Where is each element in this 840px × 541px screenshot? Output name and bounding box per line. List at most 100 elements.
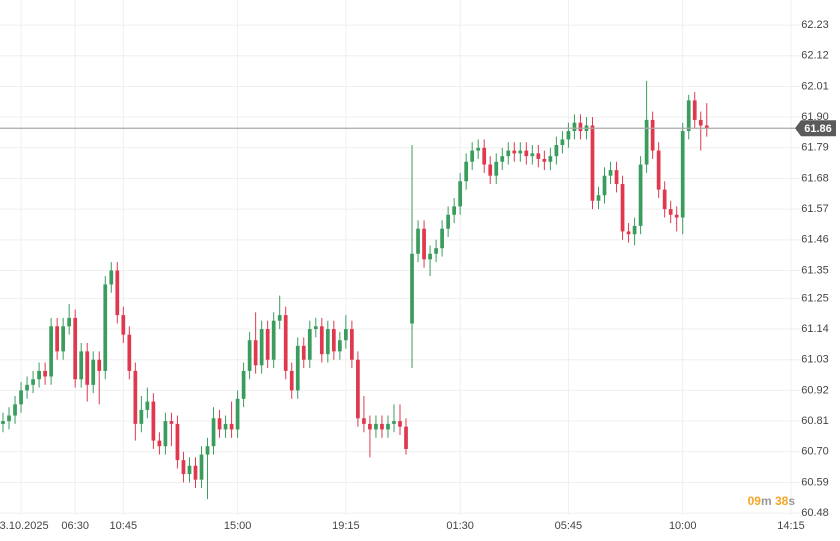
candle-body [524,150,529,157]
candle-body [452,206,456,215]
countdown-seconds: 38 [772,494,789,508]
y-tick-label: 61.57 [801,203,829,215]
candle-body [662,189,667,210]
y-tick-label: 61.46 [801,234,829,246]
candle-body [13,404,17,416]
x-tick-label: 06:30 [61,520,89,532]
x-tick-label: 15:00 [224,520,252,532]
candle-body [572,122,577,132]
x-tick-label: 10:45 [110,520,138,532]
candle-body [500,156,505,162]
candle-body [518,150,523,154]
candle-body [644,119,649,165]
candle-body [398,421,402,427]
candle-body [620,184,625,232]
y-tick-label: 61.90 [801,111,829,123]
candle-body [464,161,469,182]
candle-body [325,329,330,355]
candle-body [548,156,553,162]
y-tick-label: 60.48 [801,507,829,519]
grid [0,0,800,515]
price-label: 61.86 [804,123,832,135]
y-tick-label: 61.79 [801,142,829,154]
candle-body [319,326,324,355]
candle-body [608,170,613,176]
candle-body [380,423,384,430]
candle-body [488,164,493,176]
x-tick-label: 05:45 [555,520,583,532]
candle-body [698,119,703,126]
candle-body [175,423,180,461]
candle-body [362,418,366,424]
candle-body [590,125,595,201]
candle-body [542,158,547,162]
y-tick-label: 62.01 [801,80,829,92]
candle-body [458,181,463,207]
candle-body [115,270,120,316]
candle-body [283,315,288,371]
candle-body [506,150,511,157]
candle-body [331,329,336,352]
y-tick-label: 62.23 [801,19,829,31]
candle-body [73,317,78,380]
candle-body [374,423,378,430]
candle-body [350,329,354,360]
y-tick-label: 60.92 [801,384,829,396]
candle-body [428,253,432,260]
x-tick-label: 03.10.2025 [0,520,49,532]
candle-body [265,329,270,360]
candle-body [578,122,583,132]
candle-body [650,119,655,151]
candle-body [139,409,144,424]
candle-body [638,164,643,226]
candle-body [404,426,408,449]
candle-body [217,418,222,430]
candle-body [205,446,210,455]
candle-body [127,334,132,371]
candle-body [434,248,438,254]
candle-body [686,100,691,132]
candle-body [295,345,300,391]
candle-body [410,253,414,324]
candle-body [668,209,673,215]
candle-body [133,370,138,424]
countdown-unit: m [761,494,772,508]
candle-body [289,370,294,391]
candle-body [49,326,53,377]
candle-body [680,131,685,218]
candle-body [536,153,541,159]
candle-body [247,340,252,371]
candle-body [181,460,186,475]
y-tick-label: 62.12 [801,50,829,62]
candle-body [422,228,426,260]
candle-body [566,131,571,140]
candle-body [193,465,198,480]
candle-body [271,320,276,360]
candle-body [211,418,216,447]
candle-body [187,465,192,475]
candle-body [476,147,481,151]
candle-body [31,379,35,385]
y-tick-label: 61.03 [801,354,829,366]
x-tick-label: 19:15 [332,520,360,532]
candle-body [157,440,162,447]
candle-body [229,423,234,430]
countdown-unit: s [788,494,795,508]
candle-body [392,421,396,424]
y-tick-label: 60.70 [801,446,829,458]
price-tag [795,120,836,137]
candle-body [307,329,312,360]
candle-body [530,153,535,157]
candle-body [596,195,601,201]
candle-body [386,423,390,430]
candle-body [277,315,282,321]
y-tick-label: 61.25 [801,292,829,304]
candle-body [440,228,444,249]
candle-body [692,100,697,120]
candle-body [626,231,631,235]
axes: 62.23 62.12 62.01 61.90 61.79 61.68 61.57 61.46… [0,19,836,532]
candle-body [55,326,60,352]
candle-body [103,284,108,371]
candle-body [301,345,306,360]
candle-body [512,150,517,154]
